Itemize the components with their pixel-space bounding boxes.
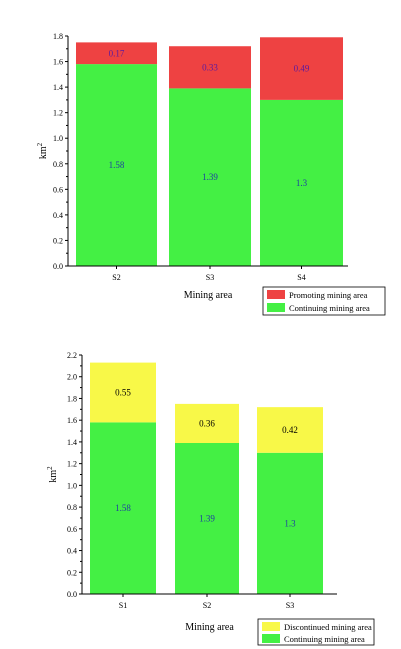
y-axis-title-superscript: 2	[46, 466, 54, 470]
chart-2: 1.58 0.55 1.39 0.36 1.3 0.42 0.0 0.2 0.4 0.6 0.8 1.…	[46, 351, 375, 646]
x-tick-label: S1	[119, 601, 127, 610]
legend-swatch	[262, 622, 280, 631]
legend-swatch	[267, 290, 285, 299]
y-axis-title-superscript: 2	[36, 142, 44, 146]
data-label: 1.58	[109, 160, 125, 170]
y-tick-label: 1.2	[67, 460, 77, 469]
bar-s3-upper	[257, 407, 323, 453]
y-tick-label: 0.4	[53, 211, 63, 220]
y-tick-label: 1.4	[67, 438, 77, 447]
bar-s1-lower	[90, 422, 156, 594]
data-label: 1.39	[202, 172, 218, 182]
data-label: 0.55	[115, 387, 131, 397]
y-tick-label: 0.8	[53, 160, 63, 169]
y-tick-label: 2.0	[67, 373, 77, 382]
data-label: 0.17	[109, 48, 125, 58]
bar-s3-upper	[169, 46, 251, 89]
y-tick-label: 1.8	[67, 394, 77, 403]
y-tick-label: 0.0	[67, 590, 77, 599]
bar-s2-lower	[175, 442, 239, 594]
bar-s3-lower	[257, 452, 323, 594]
y-axis-title-unit: km	[38, 146, 49, 159]
y-tick-label: 1.0	[53, 134, 63, 143]
data-label: 1.39	[199, 513, 215, 523]
x-axis-title: Mining area	[185, 622, 234, 633]
y-axis-title: km2	[36, 142, 49, 159]
legend-label: Discontinued mining area	[284, 622, 372, 632]
bar-s2-upper	[76, 42, 157, 65]
data-label: 0.36	[199, 418, 215, 428]
x-tick-label: S4	[297, 273, 305, 282]
y-tick-label: 2.2	[67, 351, 77, 360]
y-axis-title-unit: km	[48, 470, 59, 483]
x-tick-label: S3	[206, 273, 214, 282]
bar-s2-lower	[76, 64, 157, 266]
legend-swatch	[262, 634, 280, 643]
y-tick-label: 1.6	[67, 416, 77, 425]
legend: Discontinued mining area Continuing minin…	[257, 618, 375, 646]
y-tick-label: 0.6	[67, 525, 77, 534]
chart-1: 1.58 0.17 1.39 0.33 1.3 0.49 0.0 0.2 0.4 0.6 0.8 1.…	[36, 32, 386, 316]
legend-label: Promoting mining area	[289, 290, 368, 300]
y-tick-label: 1.0	[67, 481, 77, 490]
bar-s4-lower	[260, 99, 343, 266]
legend-label: Continuing mining area	[284, 634, 365, 644]
legend: Promoting mining area Continuing mining a…	[262, 286, 386, 316]
y-tick-label: 0.2	[67, 568, 77, 577]
y-tick-label: 1.6	[53, 58, 63, 67]
y-tick-label: 0.0	[53, 262, 63, 271]
bar-s3-lower	[169, 88, 251, 266]
y-tick-label: 0.8	[67, 503, 77, 512]
y-tick-label: 0.4	[67, 547, 77, 556]
legend-label: Continuing mining area	[289, 303, 370, 313]
bar-s1-upper	[90, 362, 156, 423]
y-tick-label: 1.8	[53, 32, 63, 41]
data-label: 1.58	[115, 503, 131, 513]
x-tick-label: S2	[112, 273, 120, 282]
y-axis-title: km2	[46, 466, 59, 483]
bar-s4-upper	[260, 37, 343, 100]
y-tick-label: 1.2	[53, 109, 63, 118]
data-label: 1.3	[296, 178, 308, 188]
x-tick-label: S3	[286, 601, 294, 610]
legend-swatch	[267, 303, 285, 312]
x-axis-title: Mining area	[184, 290, 233, 301]
data-label: 0.49	[294, 64, 310, 74]
data-label: 0.42	[282, 425, 298, 435]
data-label: 1.3	[284, 518, 296, 528]
data-label: 0.33	[202, 62, 218, 72]
bar-s2-upper	[175, 403, 239, 443]
y-tick-label: 1.4	[53, 83, 63, 92]
y-tick-label: 0.2	[53, 236, 63, 245]
x-tick-label: S2	[203, 601, 211, 610]
y-tick-label: 0.6	[53, 185, 63, 194]
